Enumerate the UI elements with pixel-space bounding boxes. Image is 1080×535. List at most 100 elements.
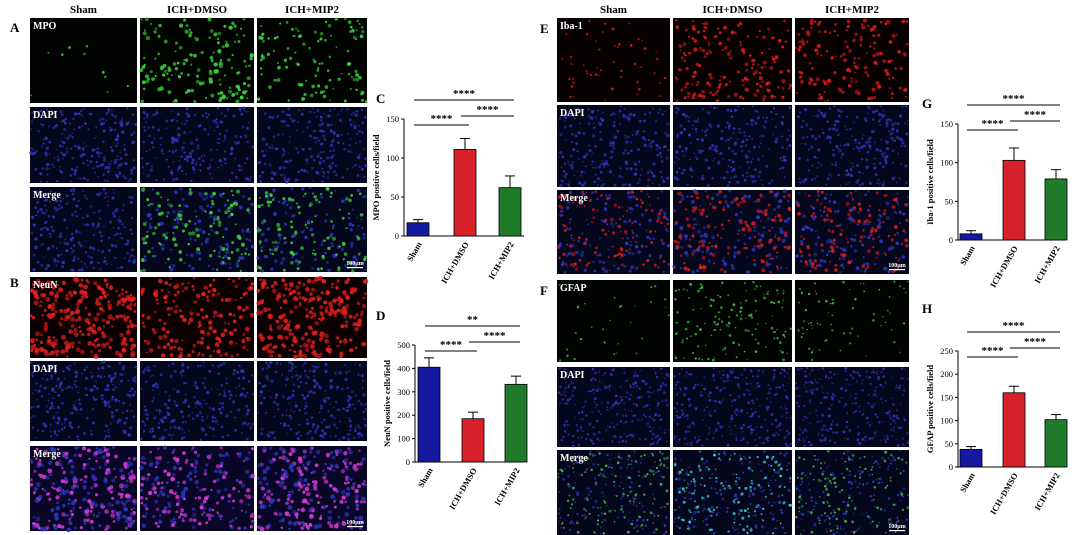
channel-label: DAPI xyxy=(33,110,58,121)
micrograph-image: MPO xyxy=(30,18,137,103)
micrograph-background xyxy=(557,450,670,535)
x-category-label: ICH+DMSO xyxy=(988,471,1020,517)
micrograph-image xyxy=(673,280,792,362)
bar xyxy=(1002,392,1026,468)
panel-letter-a: A xyxy=(10,20,20,35)
cell-signal-dots xyxy=(139,187,255,273)
x-category-label: Sham xyxy=(405,240,424,263)
cell-signal-dots xyxy=(140,361,254,442)
y-tick-label: 100 xyxy=(940,158,953,168)
y-axis-title: NeuN positive cells/field xyxy=(382,360,392,447)
micrograph-image: Merge xyxy=(30,187,137,272)
micrograph-image: DAPI xyxy=(29,360,138,441)
bar xyxy=(1044,419,1068,468)
micrograph-image xyxy=(795,280,909,362)
scale-bar xyxy=(347,526,363,528)
micrograph-image xyxy=(672,189,792,275)
micrograph-image: Merge xyxy=(556,189,671,275)
cell-signal-dots xyxy=(557,105,670,188)
cell-signal-dots xyxy=(29,445,138,533)
bar xyxy=(959,233,983,241)
x-category-label: Sham xyxy=(416,466,435,489)
scale-bar xyxy=(889,530,905,532)
channel-label: Merge xyxy=(33,190,61,201)
significance-label: **** xyxy=(477,104,500,116)
cell-signal-dots xyxy=(140,276,255,359)
y-tick-label: 150 xyxy=(940,392,953,402)
bar xyxy=(1044,178,1068,241)
cell-signal-dots xyxy=(29,276,138,359)
micrograph-panel-a: A Sham ICH+DMSO ICH+MIP2 MPO DAPI Merge 100μm xyxy=(10,4,368,273)
cell-signal-dots xyxy=(561,20,667,101)
micrograph-image xyxy=(673,104,792,188)
micrograph-image: 100μm xyxy=(256,446,367,532)
bar xyxy=(406,222,430,237)
micrograph-background xyxy=(673,367,792,447)
micrograph-image: Merge xyxy=(557,450,670,535)
y-axis-title: Iba-1 positive cells/field xyxy=(925,139,935,225)
x-category-label: ICH+DMSO xyxy=(439,240,471,286)
micrograph-image xyxy=(795,105,909,187)
y-tick-label: 50 xyxy=(945,196,954,206)
micrograph-background xyxy=(30,107,137,183)
cell-signal-dots xyxy=(141,106,255,183)
panel-letter-d: D xyxy=(376,308,385,323)
y-axis-title: MPO positive cells/field xyxy=(371,134,381,220)
cell-signal-dots xyxy=(256,275,369,359)
x-category-label: ICH+MIP2 xyxy=(1032,471,1062,512)
scale-bar-label: 100μm xyxy=(888,263,905,269)
bar xyxy=(461,418,485,463)
micrograph-image xyxy=(673,367,792,448)
x-category-label: ICH+MIP2 xyxy=(486,240,516,281)
significance-label: **** xyxy=(1003,93,1026,105)
x-category-label: ICH+DMSO xyxy=(988,244,1020,290)
micrograph-image xyxy=(139,445,256,531)
panel-letter-b: B xyxy=(10,275,19,290)
scale-bar xyxy=(347,267,363,269)
y-tick-label: 0 xyxy=(949,462,953,472)
channel-label: MPO xyxy=(33,21,57,32)
column-header: Sham xyxy=(600,4,627,16)
cell-signal-dots xyxy=(139,17,254,104)
micrograph-background xyxy=(257,18,367,103)
cell-signal-dots xyxy=(256,360,368,442)
micrograph-image: Merge xyxy=(29,445,138,533)
x-category-label: Sham xyxy=(958,244,977,267)
cell-signal-dots xyxy=(673,450,793,535)
significance-label: **** xyxy=(484,330,507,342)
cell-signal-dots xyxy=(256,107,368,184)
micrograph-image xyxy=(256,17,368,103)
micrograph-image xyxy=(795,366,910,447)
channel-label: Merge xyxy=(560,193,588,204)
panel-letter-f: F xyxy=(540,283,548,298)
micrograph-image: 100μm xyxy=(795,449,910,535)
significance-label: **** xyxy=(1003,320,1026,332)
micrograph-image xyxy=(140,361,254,442)
bar xyxy=(498,187,522,237)
bar xyxy=(959,448,983,468)
y-tick-label: 150 xyxy=(940,119,953,129)
cell-signal-dots xyxy=(674,280,792,362)
channel-label: DAPI xyxy=(33,364,58,375)
micrograph-panel-e: E Sham ICH+DMSO ICH+MIP2 Iba-1 DAPI Merge 100μm xyxy=(540,4,909,275)
y-tick-label: 100 xyxy=(397,434,410,444)
micrograph-image xyxy=(256,360,368,442)
y-tick-label: 150 xyxy=(386,114,399,124)
micrograph-panel-f: F GFAP DAPI Merge 100μm xyxy=(540,280,910,535)
y-tick-label: 50 xyxy=(945,439,954,449)
bar-chart-h: H 0 50 100 150 200 250 GFAP positive cells/fiel… xyxy=(922,301,1068,517)
micrograph-panel-b: B NeuN DAPI Merge 100μm xyxy=(10,275,369,533)
significance-label: **** xyxy=(982,118,1005,130)
significance-label: **** xyxy=(431,113,454,125)
y-tick-label: 200 xyxy=(397,410,410,420)
micrograph-image xyxy=(140,106,255,183)
micrograph-image: GFAP xyxy=(557,280,670,362)
panel-letter-g: G xyxy=(922,96,932,111)
y-tick-label: 0 xyxy=(406,457,410,467)
channel-label: DAPI xyxy=(560,108,585,119)
x-category-label: ICH+MIP2 xyxy=(1032,244,1062,285)
micrograph-image: DAPI xyxy=(557,105,670,188)
cell-signal-dots xyxy=(672,189,792,275)
y-tick-label: 0 xyxy=(395,231,399,241)
